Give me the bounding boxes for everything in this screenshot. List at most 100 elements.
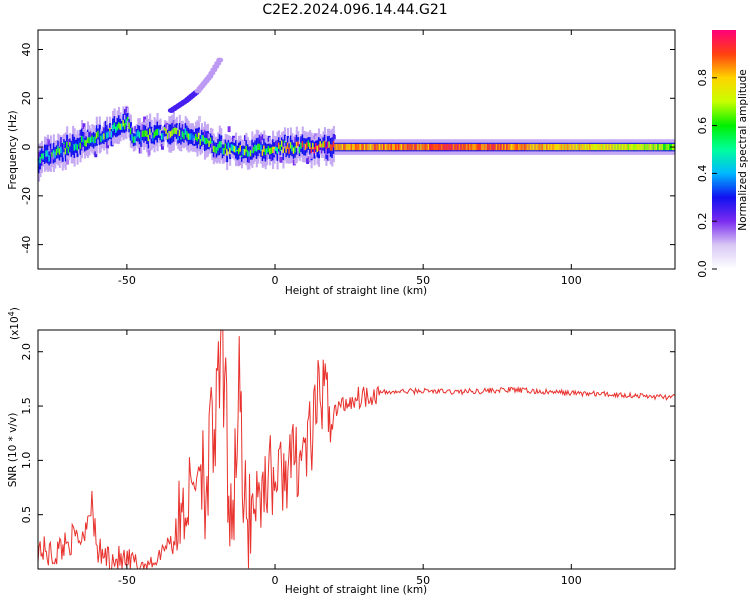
spectrogram-cell — [637, 143, 641, 151]
spectrogram-cell — [73, 144, 76, 151]
spectrogram-cell — [152, 134, 155, 142]
spectrogram-cell — [390, 143, 393, 151]
spectrogram-cell — [652, 143, 655, 151]
spectrogram-x-ticks: -50 0 50 100 — [118, 30, 582, 287]
spectrogram-cell — [197, 132, 201, 140]
spectrogram-cell — [58, 148, 61, 155]
spectrogram-cell — [243, 148, 246, 156]
spectrogram-cell — [405, 143, 408, 151]
spectrogram-cell — [186, 131, 189, 138]
spectrogram-cell — [446, 143, 449, 151]
spectrogram-cell — [233, 145, 236, 153]
spectrogram-cell — [223, 147, 226, 155]
spectrogram-cell — [289, 142, 292, 149]
spectrogram-cell — [606, 143, 609, 151]
spectrogram-cell — [155, 129, 158, 136]
spectrogram-cell — [224, 143, 227, 150]
spectrogram-cell — [80, 135, 84, 143]
snr-y-tick-label: 1.0 — [20, 452, 33, 470]
spectrogram-cell — [632, 143, 635, 151]
spectrogram-cell — [648, 143, 651, 151]
spectrogram-cell — [458, 143, 461, 151]
spectrogram-cell — [443, 143, 446, 151]
spectrogram-cell — [237, 159, 241, 166]
spectrogram-cell — [664, 143, 667, 151]
spectrogram-cell — [335, 143, 338, 151]
spectrogram-cell — [254, 144, 257, 152]
spectrogram-cell — [309, 142, 312, 149]
spectrogram-cell — [109, 127, 112, 135]
spectrogram-cell — [380, 143, 383, 151]
spectrogram-cell — [469, 143, 472, 151]
spectrogram-cell — [160, 143, 164, 150]
spectrogram-cell — [402, 143, 405, 151]
spectrogram-cell — [304, 143, 307, 151]
spectrogram-cell — [439, 143, 442, 151]
spectrogram-cell — [217, 144, 220, 151]
snr-y-ticks: 0.5 1.0 1.5 2.0 — [20, 343, 675, 523]
spectrogram-cell — [578, 143, 581, 151]
spectrogram-cell — [214, 146, 217, 153]
snr-y-multiplier: (x104) — [7, 307, 22, 340]
spectrogram-cell — [645, 143, 648, 151]
spectrogram-cell — [560, 143, 564, 151]
spectrogram-cell — [552, 143, 555, 151]
spectrogram-cell — [488, 143, 491, 151]
spectrogram-cell — [371, 143, 374, 151]
spectrogram-cell — [400, 143, 404, 151]
spectrogram-cell — [355, 143, 358, 151]
spectrogram-cell — [461, 143, 464, 151]
spectrogram-cell — [190, 133, 193, 140]
spectrogram-cell — [451, 143, 454, 151]
spectrogram-cell — [174, 127, 177, 134]
spectrogram-cell — [131, 134, 134, 141]
spectrogram-cell — [189, 133, 192, 140]
spectrogram-cell — [120, 123, 124, 130]
spectrogram-cell — [423, 143, 426, 151]
colorbar: 0.0 0.2 0.4 0.6 0.8 Normalized spectral ampl… — [696, 30, 749, 278]
spectrogram-cell — [365, 143, 368, 151]
spectrogram-cell — [418, 143, 421, 151]
spectrogram-cell — [612, 143, 615, 151]
spectrogram-cell — [415, 143, 418, 151]
spectrogram-cell — [310, 147, 313, 154]
spectrogram-cell — [137, 130, 140, 137]
spectrogram-cell — [525, 143, 528, 151]
spectrogram-cell — [146, 130, 149, 137]
spectrogram-cell — [147, 134, 150, 142]
spectrogram-cell — [565, 143, 568, 151]
spectrogram-cell — [282, 146, 285, 153]
spectrogram-cell — [263, 145, 266, 152]
spectrogram-cell — [248, 151, 251, 158]
spectrogram-cell — [629, 143, 632, 151]
spectrogram-cell — [563, 143, 566, 151]
spectrogram-cell — [334, 143, 337, 151]
spectrogram-cell — [340, 143, 343, 151]
spectrogram-cell — [498, 143, 501, 151]
spectrogram-cell — [270, 147, 273, 154]
spectrogram-cell — [368, 143, 371, 151]
colorbar-ticks: 0.0 0.2 0.4 0.6 0.8 — [696, 69, 717, 278]
spectrogram-cell — [449, 143, 452, 151]
spectrogram-cell — [621, 143, 624, 151]
spectrogram-cell — [300, 142, 303, 149]
spectrogram-cell — [91, 135, 94, 142]
spectrogram-cell — [227, 126, 231, 133]
spectrogram-cell — [75, 143, 78, 150]
spectrogram-cell — [442, 143, 445, 151]
spectrogram-cell — [635, 143, 638, 151]
spectrogram-cell — [46, 150, 49, 157]
spectrogram-cell — [639, 143, 642, 151]
spectrogram-cell — [79, 142, 82, 150]
spectrogram-cell — [640, 143, 644, 151]
spectrogram-cell — [559, 143, 562, 151]
spectrogram-cell — [491, 143, 494, 151]
spectrogram-cell — [138, 131, 141, 139]
spectrogram-cell — [577, 143, 580, 151]
spectrogram-cell — [94, 151, 98, 158]
spectrogram-cell — [615, 143, 618, 151]
spectrogram-cell — [275, 144, 278, 152]
spectrogram-cell — [543, 143, 546, 151]
spectrogram-cell — [104, 131, 107, 138]
snr-plot-area — [38, 330, 675, 569]
